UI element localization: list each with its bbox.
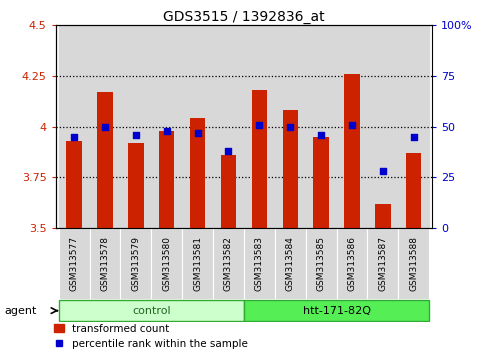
Text: GSM313585: GSM313585: [317, 236, 326, 291]
Text: GSM313588: GSM313588: [409, 236, 418, 291]
Bar: [58, 228, 89, 299]
Bar: [151, 228, 182, 299]
Bar: [244, 25, 275, 228]
Bar: [337, 25, 368, 228]
Bar: [306, 228, 337, 299]
Bar: [151, 25, 182, 228]
Bar: [398, 228, 429, 299]
Bar: [66, 141, 82, 228]
Text: htt-171-82Q: htt-171-82Q: [302, 306, 370, 316]
Bar: [368, 25, 398, 228]
Point: [410, 134, 418, 139]
Point: [379, 169, 387, 174]
Text: GSM313578: GSM313578: [100, 236, 110, 291]
Point: [256, 122, 263, 127]
Bar: [344, 74, 360, 228]
Text: GSM313583: GSM313583: [255, 236, 264, 291]
Bar: [337, 228, 368, 299]
Bar: [213, 228, 244, 299]
Bar: [375, 204, 391, 228]
Bar: [159, 131, 174, 228]
Point: [132, 132, 140, 138]
Point: [286, 124, 294, 130]
Text: control: control: [132, 306, 170, 316]
Bar: [190, 119, 205, 228]
Point: [225, 148, 232, 154]
Bar: [120, 228, 151, 299]
Bar: [120, 25, 151, 228]
Bar: [244, 300, 429, 321]
Bar: [58, 300, 244, 321]
Bar: [398, 25, 429, 228]
Bar: [182, 228, 213, 299]
Point: [163, 128, 170, 133]
Text: GSM313579: GSM313579: [131, 236, 141, 291]
Point: [101, 124, 109, 130]
Bar: [128, 143, 143, 228]
Text: GSM313580: GSM313580: [162, 236, 171, 291]
Bar: [221, 155, 236, 228]
Bar: [283, 110, 298, 228]
Bar: [89, 228, 120, 299]
Bar: [306, 25, 337, 228]
Bar: [275, 25, 306, 228]
Bar: [313, 137, 329, 228]
Point: [348, 122, 356, 127]
Text: GSM313586: GSM313586: [347, 236, 356, 291]
Bar: [275, 228, 306, 299]
Text: GSM313587: GSM313587: [378, 236, 387, 291]
Bar: [213, 25, 244, 228]
Point: [194, 130, 201, 136]
Point: [70, 134, 78, 139]
Bar: [244, 228, 275, 299]
Text: GSM313577: GSM313577: [70, 236, 79, 291]
Bar: [97, 92, 113, 228]
Bar: [252, 90, 267, 228]
Bar: [368, 228, 398, 299]
Bar: [406, 153, 422, 228]
Text: GSM313581: GSM313581: [193, 236, 202, 291]
Text: agent: agent: [5, 306, 37, 316]
Point: [317, 132, 325, 138]
Bar: [58, 25, 89, 228]
Bar: [89, 25, 120, 228]
Text: GSM313584: GSM313584: [286, 236, 295, 291]
Legend: transformed count, percentile rank within the sample: transformed count, percentile rank withi…: [54, 324, 248, 349]
Text: GSM313582: GSM313582: [224, 236, 233, 291]
Bar: [182, 25, 213, 228]
Title: GDS3515 / 1392836_at: GDS3515 / 1392836_at: [163, 10, 325, 24]
